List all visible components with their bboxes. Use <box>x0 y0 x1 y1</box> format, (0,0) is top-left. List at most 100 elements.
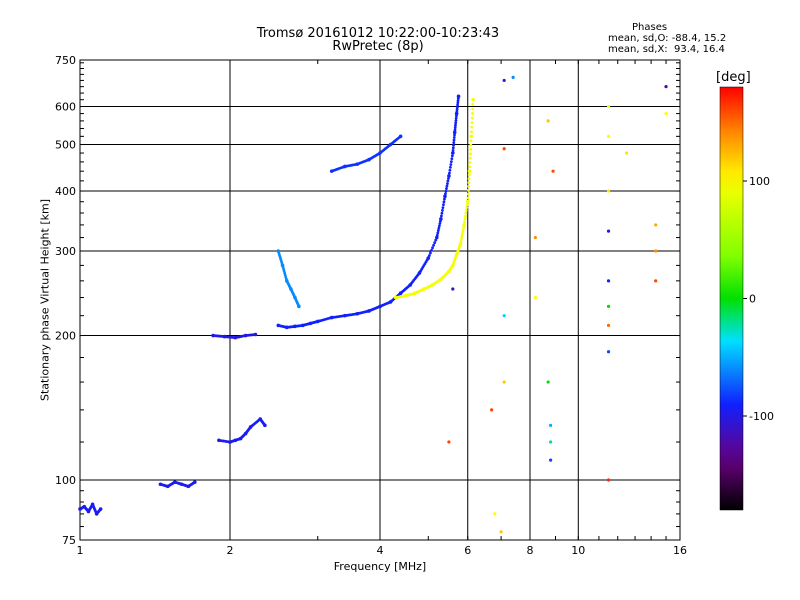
scatter-echo-point <box>654 279 658 283</box>
o-trace-point <box>442 203 445 207</box>
x-trace-point <box>469 139 473 143</box>
scatter-echo-point <box>606 104 611 109</box>
o-trace-point <box>448 171 451 175</box>
x-trace-point <box>459 237 463 241</box>
x-trace-point <box>469 134 474 139</box>
o-trace-point <box>98 508 102 512</box>
y-tick-label: 75 <box>62 534 76 547</box>
scatter-echo-point <box>606 229 611 233</box>
o-trace-point <box>441 209 444 212</box>
o-trace-point <box>438 222 442 225</box>
x-trace-point <box>460 233 464 236</box>
o-trace-point <box>453 133 456 137</box>
scatter-echo-point <box>451 287 455 291</box>
o-trace-point <box>453 128 457 132</box>
x-trace-point <box>450 264 454 268</box>
phases-x-stats: mean, sd,X: 93.4, 16.4 <box>608 44 725 55</box>
o-trace-point <box>453 126 457 130</box>
o-trace-point <box>397 292 401 296</box>
scatter-echo-point <box>606 478 611 482</box>
phases-heading: Phases <box>632 22 668 33</box>
y-tick-label: 500 <box>55 139 76 152</box>
x-tick-label: 10 <box>571 544 585 557</box>
x-trace-point <box>464 209 468 212</box>
o-trace-point <box>456 101 460 105</box>
o-trace-point <box>242 334 246 338</box>
o-trace-point <box>437 224 441 228</box>
x-trace-point <box>459 240 463 244</box>
o-trace-point <box>437 226 441 230</box>
y-tick-label: 600 <box>55 101 76 114</box>
scatter-echo-point <box>654 223 658 227</box>
chart-title: Tromsø 20161012 10:22:00-10:23:43 <box>256 26 500 41</box>
scatter-echo-point <box>549 458 553 462</box>
o-trace-point <box>192 481 196 485</box>
x-tick-label: 1 <box>77 544 84 557</box>
o-trace-point <box>434 235 439 240</box>
scatter-echo-point <box>546 119 550 123</box>
x-trace-point <box>438 278 442 282</box>
x-trace-point <box>461 230 465 234</box>
o-trace-point <box>377 305 381 309</box>
o-trace-point <box>441 206 445 209</box>
o-trace-point <box>436 229 440 232</box>
o-trace-point <box>449 163 453 166</box>
x-trace-point <box>468 156 472 160</box>
o-trace-point <box>227 440 231 444</box>
scatter-echo-point <box>551 169 555 173</box>
o-trace-point <box>454 119 458 123</box>
o-trace-point <box>232 336 236 339</box>
o-trace-point <box>407 284 411 288</box>
o-trace-point <box>447 174 451 178</box>
o-trace-point <box>456 94 461 99</box>
o-trace-point <box>456 103 459 107</box>
scatter-echo-point <box>502 78 506 83</box>
o-trace-point <box>248 426 252 430</box>
o-trace-point <box>397 135 401 139</box>
o-trace-point <box>452 141 456 145</box>
x-trace-point <box>471 107 475 111</box>
scatter-echo-point <box>606 323 611 327</box>
x-trace-point <box>466 192 470 196</box>
o-trace-point <box>434 238 438 242</box>
y-tick-label: 400 <box>55 185 76 198</box>
o-trace-point <box>252 333 256 337</box>
y-tick-label: 750 <box>55 54 76 67</box>
x-trace-point <box>467 185 471 188</box>
scatter-echo-point <box>606 350 611 354</box>
o-trace-point <box>455 107 459 111</box>
scatter-echo-point <box>447 440 451 444</box>
o-trace-point <box>221 335 225 338</box>
x-trace-point <box>461 228 465 232</box>
o-trace-point <box>341 165 345 169</box>
o-trace-point <box>293 295 296 298</box>
x-trace-point <box>470 125 474 129</box>
o-trace-point <box>450 157 454 161</box>
x-tick-label: 4 <box>377 544 384 557</box>
x-trace-point <box>469 148 473 151</box>
scatter-echo-point <box>499 530 503 534</box>
x-trace-point <box>465 206 469 209</box>
o-trace-point <box>341 314 345 318</box>
o-trace-point <box>452 143 455 147</box>
scatter-echo-point <box>606 279 611 283</box>
x-trace-point <box>463 220 466 224</box>
o-trace-point <box>449 160 453 164</box>
o-trace-point <box>446 179 450 183</box>
scatter-echo-point <box>606 304 611 309</box>
x-trace-point <box>412 292 416 295</box>
x-trace-point <box>470 116 474 120</box>
y-tick-label: 100 <box>55 474 76 487</box>
o-trace-point <box>456 99 460 103</box>
scatter-echo-point <box>549 423 553 427</box>
o-trace-point <box>366 309 369 313</box>
o-trace-point <box>416 273 420 276</box>
phases-o-stats: mean, sd,O: -88.4, 15.2 <box>608 33 727 44</box>
scatter-echo-point <box>511 75 515 79</box>
scatter-echo-point <box>606 189 611 193</box>
x-trace-point <box>463 217 467 221</box>
o-trace-point <box>454 116 458 120</box>
o-trace-point <box>456 97 460 100</box>
o-trace-point <box>454 123 457 127</box>
